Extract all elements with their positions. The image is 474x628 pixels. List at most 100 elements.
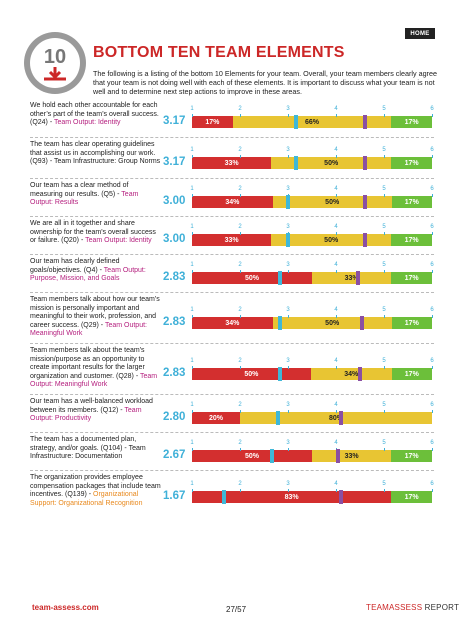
scale-gridline [384,114,385,116]
scale-tick-label: 5 [382,106,386,112]
scale-tick-label: 3 [286,402,290,408]
scale-tick-label: 4 [334,402,338,408]
scale-gridline [336,194,337,196]
scale-tick-label: 1 [190,106,194,112]
response-bar: 50% 33% 17% [192,450,432,462]
scale-gridline [240,410,241,412]
category-label: Team Output: Meaningful Work [30,321,147,338]
scale-tick-label: 6 [430,106,434,112]
element-question: The team has clear operating guidelines … [30,141,162,167]
scale-gridline [384,315,385,317]
scale-ticks: 1 2 3 4 5 6 [190,186,433,195]
question-text: Team members talk about how our team's m… [30,296,160,329]
response-bar: 33% 50% 17% [192,234,432,246]
neutral-segment: 50% [271,157,392,169]
response-bar: 34% 50% 17% [192,196,432,208]
element-row: Our team has clearly defined goals/objec… [30,254,434,292]
element-row: Our team has a clear method of measuring… [30,178,434,216]
agree-segment: 17% [391,368,432,380]
scale-ticks: 1 2 3 4 5 6 [190,106,434,115]
element-row: The organization provides employee compe… [30,470,434,514]
team-average-marker [222,490,227,504]
scale-tick-label: 1 [190,307,194,313]
scale-tick-label: 4 [334,106,338,112]
disagree-segment: 33% [192,234,272,246]
benchmark-marker [358,367,362,381]
scale-tick-label: 3 [286,147,290,153]
scale-tick-label: 2 [238,224,242,230]
average-score: 2.80 [163,411,186,423]
scale-gridline [384,410,385,412]
scale-tick-label: 2 [238,147,242,153]
scale-tick-label: 4 [334,262,338,268]
scale-ticks: 1 2 3 4 5 6 [190,358,434,367]
scale-tick-label: 5 [382,481,386,487]
scale-tick-label: 3 [286,481,290,487]
scale-tick-label: 2 [238,481,242,487]
disagree-segment: 17% [192,116,233,128]
benchmark-marker [362,115,367,129]
page-number: 27/57 [226,605,247,614]
scale-tick-label: 1 [190,402,194,408]
scale-gridline [432,194,433,196]
scale-gridline [240,315,241,317]
neutral-segment: 33% [312,450,392,462]
category-label: Team Output: Meaningful Work [30,372,158,389]
scale-gridline [384,270,385,272]
footer-url-link[interactable]: team-assess.com [32,603,99,612]
category-label: Team Output: Identity [85,237,152,245]
scale-gridline [288,366,289,368]
team-average-marker [277,316,282,330]
benchmark-marker [360,316,365,330]
scale-tick-label: 6 [430,307,434,313]
scale-gridline [240,155,241,157]
home-button[interactable]: HOME [405,28,435,39]
element-row: Team members talk about the team's missi… [30,343,434,394]
scale-gridline [336,410,337,412]
average-score: 1.67 [163,490,186,502]
neutral-segment: 50% [271,234,392,246]
scale-tick-label: 1 [190,147,194,153]
team-average-marker [294,115,299,129]
scale-ticks: 1 2 3 4 5 6 [190,224,433,233]
agree-segment: 17% [391,196,432,208]
scale-tick-label: 3 [286,224,290,230]
scale-tick-label: 6 [430,358,434,364]
scale-gridline [432,114,433,116]
scale-gridline [192,270,193,272]
team-average-marker [294,156,299,170]
benchmark-marker [362,195,367,209]
element-question: The team has a documented plan, strategy… [30,436,162,462]
scale-gridline [240,232,241,234]
average-score: 3.17 [163,156,186,168]
element-row: We are all in it together and share owne… [30,216,434,254]
element-row: We hold each other accountable for each … [30,99,434,137]
question-text: Our team has a well-balanced workload be… [30,398,153,414]
scale-gridline [288,410,289,412]
scale-tick-label: 4 [334,307,338,313]
question-text: Team members talk about the team's missi… [30,347,145,380]
response-bar: 83% 17% [192,491,432,503]
scale-gridline [288,155,289,157]
scale-tick-label: 5 [382,402,386,408]
scale-tick-label: 3 [286,358,290,364]
element-question: We are all in it together and share owne… [30,220,162,246]
scale-gridline [384,155,385,157]
benchmark-marker [355,271,360,285]
scale-tick-label: 3 [286,186,290,192]
element-row: The team has a documented plan, strategy… [30,432,434,470]
scale-tick-label: 1 [190,262,194,268]
agree-segment: 17% [391,157,432,169]
benchmark-marker [338,411,343,425]
scale-gridline [240,489,241,491]
scale-gridline [432,270,433,272]
element-row: Our team has a well-balanced workload be… [30,394,434,432]
benchmark-marker [336,449,341,463]
element-row: Team members talk about how our team's m… [30,292,434,343]
disagree-segment: 34% [192,317,273,329]
question-text: Our team has a clear method of measuring… [30,182,129,198]
response-bar: 33% 50% 17% [192,157,432,169]
ten-badge-icon: 10 [24,32,86,94]
scale-tick-label: 4 [334,186,338,192]
disagree-segment: 34% [192,196,273,208]
